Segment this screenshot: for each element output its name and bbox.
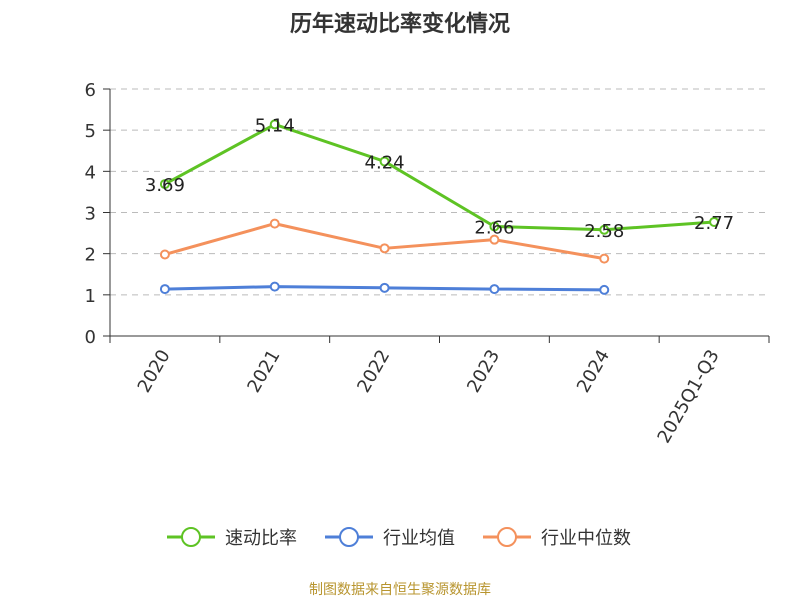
- legend-item-2[interactable]: 行业均值: [325, 527, 455, 549]
- data-point: [159, 284, 170, 295]
- legend-label: 行业中位数: [541, 528, 631, 549]
- data-point: [599, 253, 610, 264]
- legend-label: 行业均值: [383, 528, 455, 549]
- data-point: [159, 179, 170, 190]
- data-point: [599, 224, 610, 235]
- data-label: 2.66: [474, 217, 514, 238]
- legend-marker: [339, 527, 359, 547]
- y-tick-label: 5: [85, 121, 96, 142]
- chart-title: 历年速动比率变化情况: [290, 11, 510, 37]
- data-label: 3.69: [145, 175, 185, 196]
- y-tick-label: 0: [85, 327, 96, 348]
- data-label: 2.58: [584, 221, 624, 242]
- data-point: [379, 282, 390, 293]
- data-point: [159, 249, 170, 260]
- x-tick-label: 2025Q1-Q3: [654, 346, 724, 447]
- grid: [110, 88, 769, 296]
- data-point: [269, 218, 280, 229]
- data-labels: 3.69 5.14 4.24 2.66 2.58 2.77: [145, 115, 734, 241]
- legend-marker: [497, 527, 517, 547]
- legend-item-1[interactable]: 速动比率: [167, 527, 297, 549]
- legend-marker: [181, 527, 201, 547]
- y-tick-label: 4: [85, 162, 96, 183]
- x-tick-label: 2023: [463, 346, 504, 396]
- data-point: [489, 221, 500, 232]
- legend: 速动比率 行业均值 行业中位数: [167, 527, 631, 549]
- data-label: 5.14: [255, 115, 295, 136]
- data-point: [489, 234, 500, 245]
- data-point: [709, 216, 720, 227]
- x-tick-label: 2024: [573, 346, 614, 396]
- legend-item-3[interactable]: 行业中位数: [483, 527, 631, 549]
- data-point: [269, 281, 280, 292]
- y-tick-label: 2: [85, 245, 96, 266]
- y-tick-label: 3: [85, 204, 96, 225]
- data-point: [599, 284, 610, 295]
- data-label: 2.77: [694, 213, 734, 234]
- legend-label: 速动比率: [225, 528, 297, 549]
- axes: 0 1 2 3 4 5 6 2020 2021 2022 2023 2024 2025Q1-Q3: [85, 80, 770, 447]
- data-point: [379, 243, 390, 254]
- data-point: [269, 119, 280, 130]
- data-label: 4.24: [365, 152, 405, 173]
- x-tick-label: 2020: [134, 346, 175, 396]
- data-point: [489, 284, 500, 295]
- x-tick-label: 2021: [243, 346, 284, 396]
- y-tick-label: 1: [85, 286, 96, 307]
- series-line-1: [164, 122, 715, 232]
- source-note: 制图数据来自恒生聚源数据库: [309, 582, 491, 598]
- data-point: [379, 156, 390, 167]
- plot-area: [159, 119, 720, 295]
- y-tick-label: 6: [85, 80, 96, 101]
- x-tick-label: 2022: [353, 346, 394, 396]
